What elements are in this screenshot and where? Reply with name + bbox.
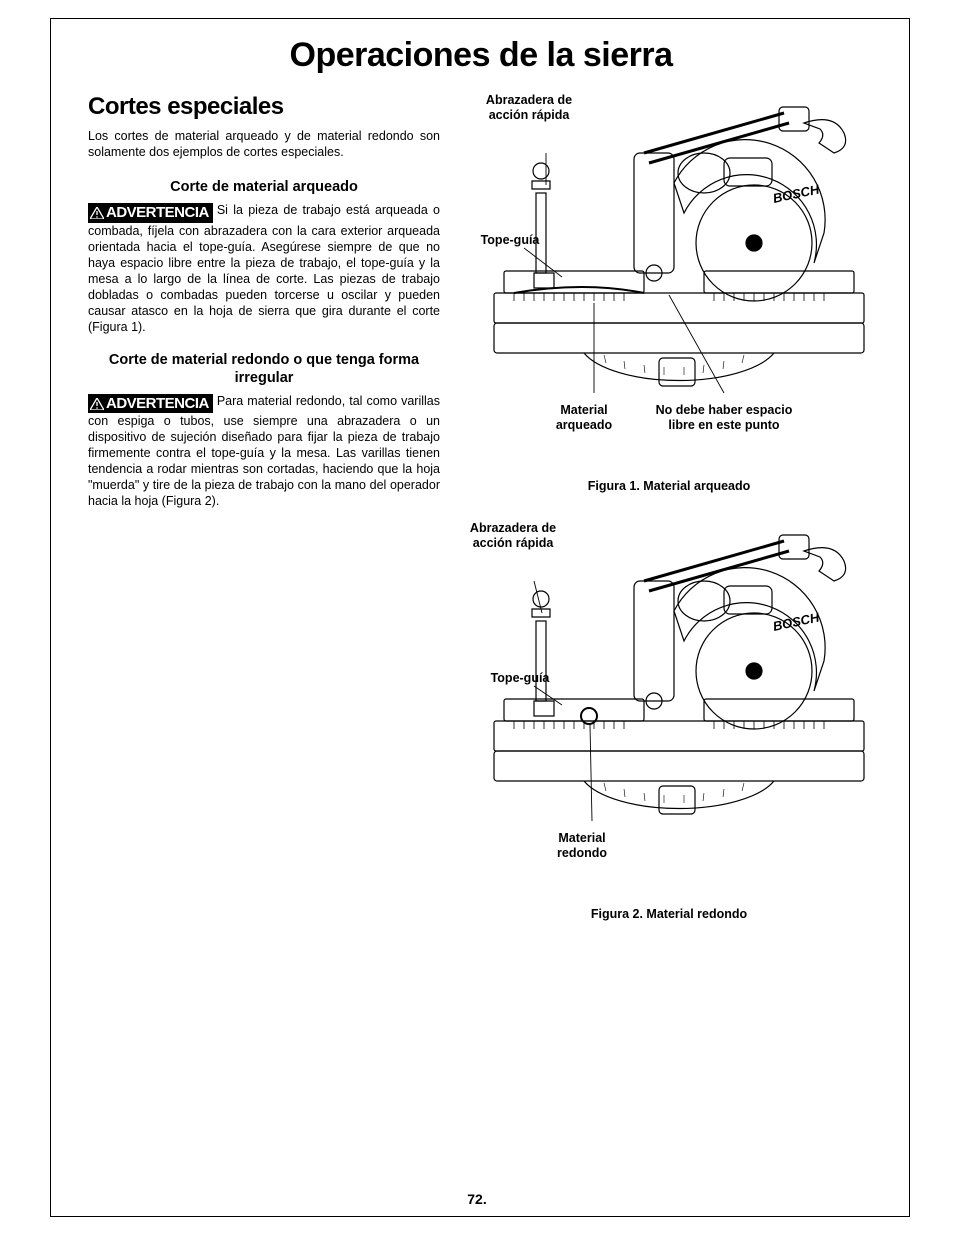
subsection-body-2: ADVERTENCIA Para material redondo, tal c… xyxy=(88,393,440,509)
page-content: Operaciones de la sierra Cortes especial… xyxy=(88,36,874,1195)
miter-saw-diagram-2: BOSCH xyxy=(474,521,884,831)
warning-label-text: ADVERTENCIA xyxy=(106,395,209,412)
subsection-title-1: Corte de material arqueado xyxy=(88,178,440,196)
warning-triangle-icon xyxy=(90,207,104,219)
warning-badge: ADVERTENCIA xyxy=(88,394,213,413)
figure-2: Abrazadera de acción rápida Tope-guía Ma… xyxy=(464,521,874,921)
figure-1: Abrazadera de acción rápida Tope-guía Ma… xyxy=(464,93,874,493)
two-column-layout: Cortes especiales Los cortes de material… xyxy=(88,93,874,949)
figure-2-caption: Figura 2. Material redondo xyxy=(464,907,874,921)
miter-saw-diagram-1: BOSCH xyxy=(474,93,884,403)
fig1-label-material: Material arqueado xyxy=(544,403,624,433)
warning-body-text-1: Si la pieza de trabajo está arqueada o c… xyxy=(88,203,440,333)
figure-1-caption: Figura 1. Material arqueado xyxy=(464,479,874,493)
fig1-label-gap: No debe haber espacio libre en este punt… xyxy=(644,403,804,433)
left-column: Cortes especiales Los cortes de material… xyxy=(88,93,440,949)
warning-label-text: ADVERTENCIA xyxy=(106,204,209,221)
subsection-title-2: Corte de material redondo o que tenga fo… xyxy=(88,351,440,387)
warning-badge: ADVERTENCIA xyxy=(88,203,213,222)
fig2-label-material: Material redondo xyxy=(542,831,622,861)
warning-triangle-icon xyxy=(90,398,104,410)
subsection-body-1: ADVERTENCIA Si la pieza de trabajo está … xyxy=(88,202,440,334)
section-title: Cortes especiales xyxy=(88,93,440,121)
intro-paragraph: Los cortes de material arqueado y de mat… xyxy=(88,129,440,160)
main-title: Operaciones de la sierra xyxy=(88,36,874,75)
right-column: Abrazadera de acción rápida Tope-guía Ma… xyxy=(464,93,874,949)
page-number: 72. xyxy=(0,1191,954,1207)
